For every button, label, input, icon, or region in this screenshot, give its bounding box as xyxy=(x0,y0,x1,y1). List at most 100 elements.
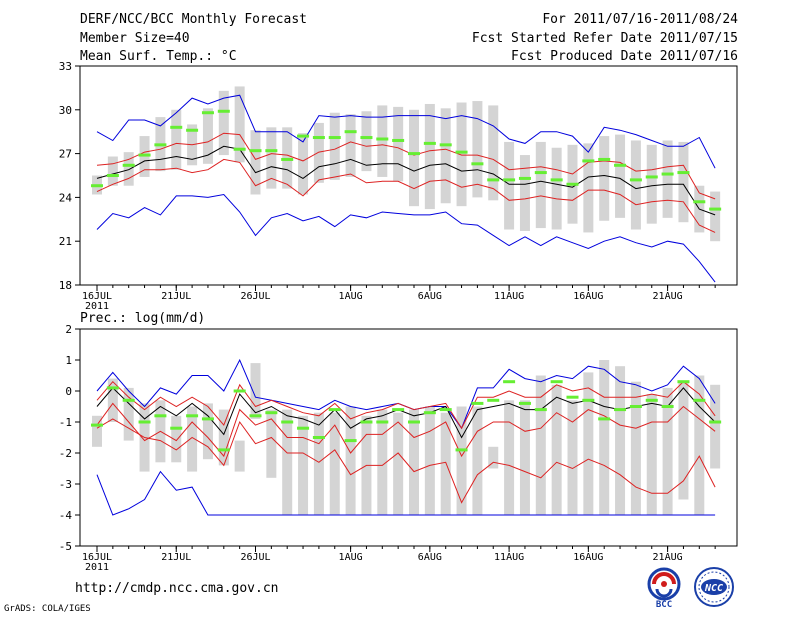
prec-median-mark xyxy=(471,401,484,405)
prec-xtick-label: 21AUG xyxy=(653,552,683,563)
prec-box xyxy=(694,375,705,515)
ncc-logo-icon: NCC xyxy=(694,567,734,607)
prec-box xyxy=(551,384,562,515)
temp-xtick-year: 2011 xyxy=(85,301,109,312)
temp-median-mark xyxy=(503,178,516,182)
temp-box xyxy=(424,103,435,210)
temp-median-mark xyxy=(360,136,373,140)
prec-median-mark xyxy=(138,420,151,424)
prec-box xyxy=(123,387,134,441)
temp-mean-line xyxy=(96,145,716,216)
prec-median-mark xyxy=(629,405,642,408)
source-url[interactable]: http://cmdp.ncc.cma.gov.cn xyxy=(75,581,279,596)
prec-ytick-label: -5 xyxy=(59,540,72,553)
prec-box xyxy=(424,406,435,515)
prec-upper-line xyxy=(96,380,716,430)
temp-xtick-label: 21JUL xyxy=(161,291,191,302)
prec-ytick-label: 2 xyxy=(65,323,72,336)
prec-plot-frame xyxy=(79,328,738,547)
prec-median-mark xyxy=(91,423,103,427)
prec-ytick-label: -3 xyxy=(59,478,72,491)
prec-xtick-label: 6AUG xyxy=(418,552,442,563)
prec-box xyxy=(504,400,515,515)
temp-xtick-label: 1AUG xyxy=(339,291,363,302)
temp-box xyxy=(535,141,546,229)
temp-box xyxy=(361,111,372,172)
temp-median-mark xyxy=(487,178,500,182)
temp-ytick-label: 24 xyxy=(59,191,73,204)
prec-median-mark xyxy=(392,408,405,412)
temp-box xyxy=(583,143,594,233)
temp-box xyxy=(519,155,530,231)
temp-box xyxy=(171,109,182,170)
prec-box xyxy=(662,387,673,515)
temp-box xyxy=(504,141,515,230)
prec-xtick-label: 21JUL xyxy=(161,552,191,563)
prec-low-spread-line xyxy=(96,418,716,504)
prec-xtick-label: 11AUG xyxy=(494,552,524,563)
prec-box xyxy=(92,415,102,447)
temp-box xyxy=(646,144,657,224)
temp-median-mark xyxy=(693,200,706,204)
temp-box xyxy=(393,106,404,182)
temp-xtick-label: 16AUG xyxy=(573,291,603,302)
prec-box xyxy=(615,366,626,515)
prec-ytick-label: 1 xyxy=(65,354,72,367)
prec-box xyxy=(710,384,721,469)
temp-median-mark xyxy=(233,147,246,151)
temp-median-mark xyxy=(408,152,420,156)
prec-box xyxy=(313,412,324,515)
prec-median-mark xyxy=(518,401,531,405)
prec-box xyxy=(409,409,419,515)
prec-median-mark xyxy=(249,414,262,418)
temp-median-mark xyxy=(598,157,611,161)
prec-median-mark xyxy=(344,439,357,443)
prec-median-mark xyxy=(709,420,722,424)
member-size: Member Size=40 xyxy=(80,31,190,46)
temp-max-line xyxy=(96,94,716,169)
prec-median-mark xyxy=(122,398,135,402)
temp-box xyxy=(234,86,245,163)
prec-median-mark xyxy=(170,426,183,430)
prec-median-mark xyxy=(566,395,579,399)
prec-median-mark xyxy=(376,420,389,424)
prec-median-mark xyxy=(328,408,341,412)
temp-median-mark xyxy=(265,149,278,153)
temp-median-mark xyxy=(138,153,151,157)
prec-box xyxy=(250,363,261,419)
temp-ytick-label: 30 xyxy=(59,104,72,117)
temp-box xyxy=(345,114,356,177)
prec-box xyxy=(171,415,182,463)
temp-lower-line xyxy=(96,158,716,233)
prec-median-mark xyxy=(281,420,294,424)
temp-box xyxy=(472,101,483,198)
temp-median-mark xyxy=(582,159,595,163)
temp-median-mark xyxy=(344,130,357,134)
temp-median-mark xyxy=(550,178,563,182)
prec-median-mark xyxy=(550,380,563,384)
temp-median-mark xyxy=(661,172,674,176)
prec-median-mark xyxy=(186,414,199,418)
temp-median-mark xyxy=(455,150,468,154)
temp-box xyxy=(710,191,721,242)
temp-xtick-label: 11AUG xyxy=(494,291,524,302)
prec-ytick-label: -2 xyxy=(59,447,72,460)
temp-median-mark xyxy=(217,109,230,113)
prec-median-mark xyxy=(677,380,690,384)
temp-box xyxy=(313,122,324,183)
prec-median-mark xyxy=(693,398,706,402)
temp-median-mark xyxy=(170,125,183,129)
fcst-produced-date: Fcst Produced Date 2011/07/16 xyxy=(511,49,738,64)
prec-xtick-label: 26JUL xyxy=(240,552,270,563)
temp-box xyxy=(409,109,419,207)
prec-box xyxy=(583,372,594,515)
prec-xtick-label: 1AUG xyxy=(339,552,363,563)
temp-box xyxy=(551,147,562,230)
temp-median-mark xyxy=(328,136,341,140)
temp-median-mark xyxy=(439,143,452,147)
temp-ytick-label: 21 xyxy=(59,235,72,248)
prec-ytick-label: -1 xyxy=(59,416,72,429)
temp-median-mark xyxy=(645,175,658,179)
prec-median-mark xyxy=(582,398,595,402)
